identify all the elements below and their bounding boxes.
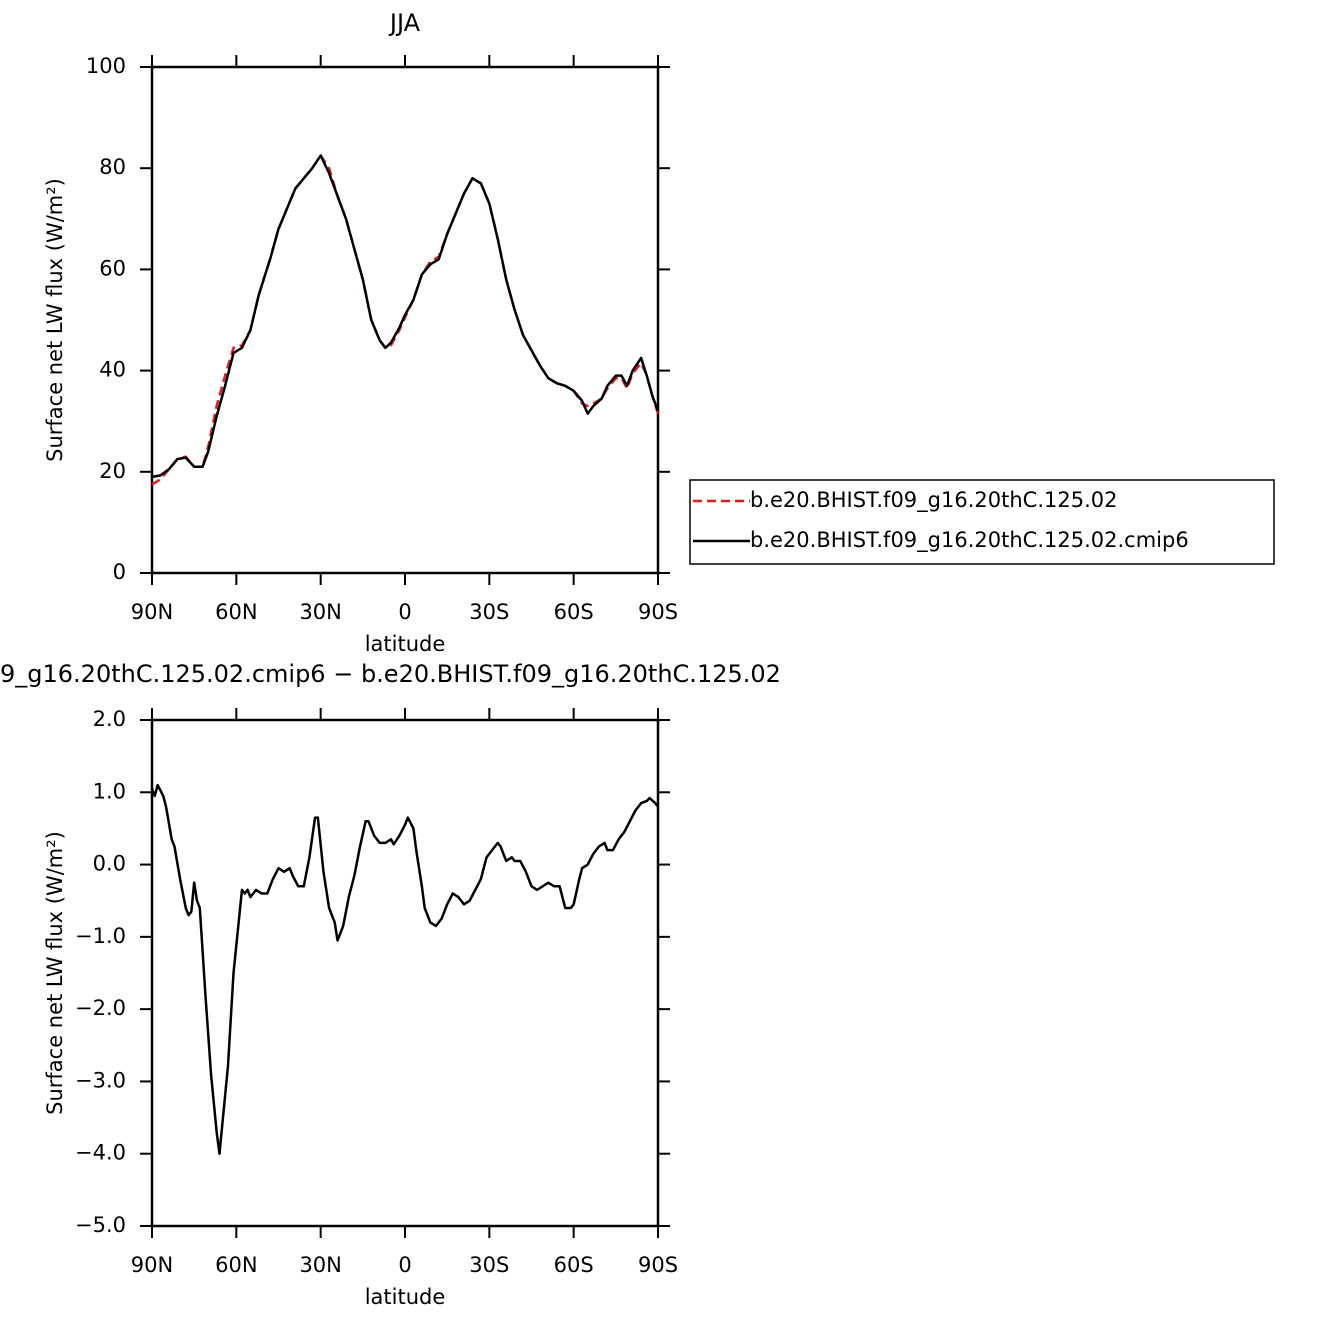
x-tick-label: 60S xyxy=(554,1253,594,1277)
data-line xyxy=(150,783,659,1155)
y-axis-label: Surface net LW flux (W/m²) xyxy=(43,831,67,1115)
y-axis-label: Surface net LW flux (W/m²) xyxy=(43,178,67,462)
legend-box xyxy=(689,479,1275,565)
y-tick-label: 80 xyxy=(99,155,126,179)
legend-label: b.e20.BHIST.f09_g16.20thC.125.02.cmip6 xyxy=(750,528,1189,553)
x-tick-label: 60N xyxy=(215,1253,257,1277)
y-tick-label: 1.0 xyxy=(93,779,126,803)
y-tick-label: −4.0 xyxy=(75,1141,126,1165)
x-tick-label: 30N xyxy=(299,600,341,624)
y-tick-label: 100 xyxy=(86,54,126,78)
plot-frame xyxy=(150,718,660,1228)
x-tick-label: 0 xyxy=(398,1253,411,1277)
chart-title: JJA xyxy=(388,9,421,37)
y-tick-label: −1.0 xyxy=(75,924,126,948)
chart-title: 9_g16.20thC.125.02.cmip6 − b.e20.BHIST.f… xyxy=(0,660,781,688)
x-tick-label: 90S xyxy=(638,1253,678,1277)
y-tick-label: −3.0 xyxy=(75,1068,126,1092)
legend-label: b.e20.BHIST.f09_g16.20thC.125.02 xyxy=(750,488,1117,513)
y-tick-label: 2.0 xyxy=(93,707,126,731)
y-tick-label: 0.0 xyxy=(93,852,126,876)
x-tick-label: 30S xyxy=(469,600,509,624)
x-tick-label: 90N xyxy=(131,1253,173,1277)
y-tick-label: 40 xyxy=(99,358,126,382)
x-tick-label: 60N xyxy=(215,600,257,624)
x-tick-label: 0 xyxy=(398,600,411,624)
x-tick-label: 30S xyxy=(469,1253,509,1277)
y-tick-label: −2.0 xyxy=(75,996,126,1020)
data-line xyxy=(151,154,660,479)
y-tick-label: 20 xyxy=(99,459,126,483)
x-axis-label: latitude xyxy=(365,1285,446,1309)
x-tick-label: 90S xyxy=(638,600,678,624)
x-tick-label: 90N xyxy=(131,600,173,624)
y-tick-label: 60 xyxy=(99,256,126,280)
x-tick-label: 30N xyxy=(299,1253,341,1277)
data-line xyxy=(151,154,660,486)
y-tick-label: 0 xyxy=(113,560,126,584)
x-axis-label: latitude xyxy=(365,632,446,656)
y-tick-label: −5.0 xyxy=(75,1213,126,1237)
x-tick-label: 60S xyxy=(554,600,594,624)
